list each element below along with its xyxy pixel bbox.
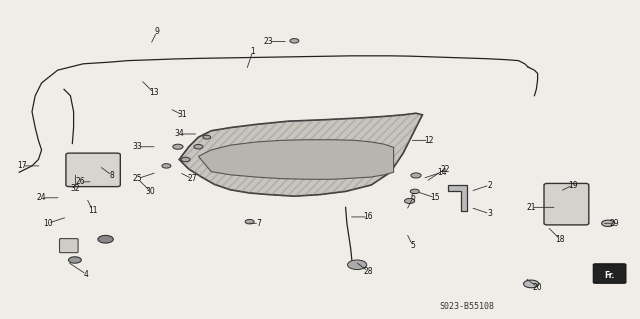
Circle shape xyxy=(524,280,539,288)
Polygon shape xyxy=(448,185,467,211)
Text: 2: 2 xyxy=(487,181,492,189)
Text: 14: 14 xyxy=(436,168,447,177)
FancyBboxPatch shape xyxy=(544,183,589,225)
Text: 34: 34 xyxy=(174,130,184,138)
Polygon shape xyxy=(198,140,394,179)
Text: 22: 22 xyxy=(440,165,449,174)
Text: 15: 15 xyxy=(430,193,440,202)
Text: 4: 4 xyxy=(84,270,89,279)
Circle shape xyxy=(162,164,171,168)
Circle shape xyxy=(203,135,211,139)
FancyBboxPatch shape xyxy=(66,153,120,187)
Circle shape xyxy=(404,198,415,204)
Text: 16: 16 xyxy=(363,212,373,221)
FancyBboxPatch shape xyxy=(60,239,78,253)
Text: 12: 12 xyxy=(424,136,433,145)
Circle shape xyxy=(194,145,203,149)
Circle shape xyxy=(68,257,81,263)
Text: 29: 29 xyxy=(609,219,620,228)
Circle shape xyxy=(245,219,254,224)
Text: 11: 11 xyxy=(88,206,97,215)
Text: 9: 9 xyxy=(154,27,159,36)
Text: 28: 28 xyxy=(364,267,372,276)
Text: 19: 19 xyxy=(568,181,578,189)
Circle shape xyxy=(348,260,367,270)
Text: 10: 10 xyxy=(43,219,53,228)
Text: 21: 21 xyxy=(527,203,536,212)
Text: Fr.: Fr. xyxy=(604,271,614,280)
Text: 1: 1 xyxy=(250,47,255,56)
Text: 18: 18 xyxy=(556,235,564,244)
Text: 8: 8 xyxy=(109,171,115,180)
Text: 25: 25 xyxy=(132,174,143,183)
Text: 26: 26 xyxy=(75,177,85,186)
Circle shape xyxy=(410,189,419,194)
Text: 20: 20 xyxy=(532,283,543,292)
Text: 24: 24 xyxy=(36,193,47,202)
Text: 13: 13 xyxy=(148,88,159,97)
Circle shape xyxy=(411,173,421,178)
Text: 3: 3 xyxy=(487,209,492,218)
Text: 7: 7 xyxy=(257,219,262,228)
Circle shape xyxy=(290,39,299,43)
Text: 33: 33 xyxy=(132,142,143,151)
Circle shape xyxy=(181,157,190,162)
Text: 5: 5 xyxy=(410,241,415,250)
Text: 23: 23 xyxy=(264,37,274,46)
Text: 17: 17 xyxy=(17,161,28,170)
Text: 32: 32 xyxy=(70,184,81,193)
Text: S023-B55108: S023-B55108 xyxy=(440,302,495,311)
Text: 27: 27 xyxy=(187,174,197,183)
Text: 30: 30 xyxy=(145,187,156,196)
Text: 6: 6 xyxy=(410,193,415,202)
Polygon shape xyxy=(179,113,422,196)
FancyBboxPatch shape xyxy=(593,264,626,283)
Circle shape xyxy=(173,144,183,149)
Circle shape xyxy=(602,220,614,226)
Text: 31: 31 xyxy=(177,110,188,119)
Circle shape xyxy=(98,235,113,243)
